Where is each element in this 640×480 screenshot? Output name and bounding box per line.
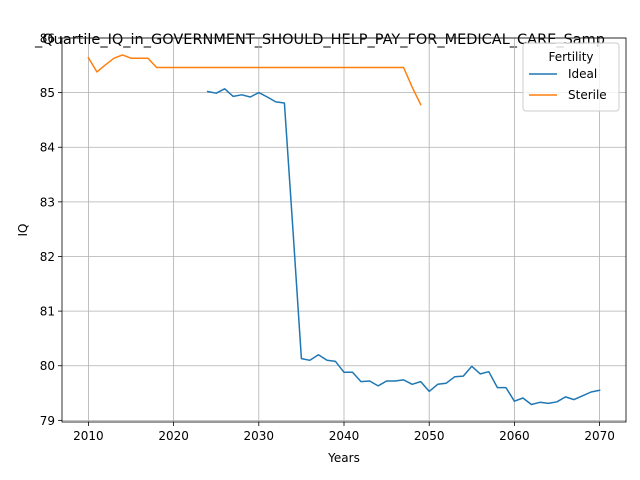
chart-title: _Quartile_IQ_in_GOVERNMENT_SHOULD_HELP_P… — [34, 32, 605, 48]
y-axis-label: IQ — [16, 224, 30, 237]
legend-label-ideal: Ideal — [568, 67, 597, 81]
legend-items: Ideal Sterile — [529, 67, 607, 102]
y-tick-label: 85 — [40, 86, 55, 100]
series-line-sterile — [87, 54, 422, 106]
y-tick-label: 84 — [40, 141, 55, 155]
x-tick-label: 2040 — [329, 429, 360, 443]
series-lines — [87, 54, 601, 406]
axis-ticks: 2010 2020 2030 2040 2050 2060 2070 79 80 81 82 83 84… — [40, 32, 615, 444]
legend-label-sterile: Sterile — [568, 88, 607, 102]
y-tick-label: 86 — [40, 32, 55, 46]
y-tick-label: 80 — [40, 359, 55, 373]
legend-title: Fertility — [548, 50, 593, 64]
x-tick-label: 2060 — [499, 429, 530, 443]
series-line-ideal — [206, 88, 601, 406]
y-tick-label: 81 — [40, 305, 55, 319]
x-tick-label: 2070 — [584, 429, 615, 443]
x-tick-label: 2050 — [414, 429, 445, 443]
y-tick-label: 79 — [40, 414, 55, 428]
x-axis-label: Years — [327, 451, 360, 465]
y-tick-label: 82 — [40, 250, 55, 264]
x-tick-label: 2030 — [244, 429, 275, 443]
legend: Fertility Ideal Sterile — [522, 42, 620, 112]
x-tick-label: 2020 — [158, 429, 189, 443]
x-tick-label: 2010 — [73, 429, 104, 443]
y-tick-label: 83 — [40, 195, 55, 209]
legend-box — [522, 42, 620, 112]
